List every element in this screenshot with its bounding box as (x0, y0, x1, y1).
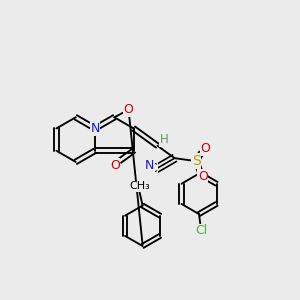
Text: N: N (90, 122, 100, 135)
Text: O: O (198, 170, 208, 183)
Text: C: C (148, 162, 157, 175)
Text: H: H (160, 133, 168, 146)
Text: N: N (145, 159, 154, 172)
Text: Cl: Cl (195, 224, 208, 238)
Text: N: N (90, 122, 100, 135)
Text: O: O (124, 103, 134, 116)
Text: O: O (200, 142, 210, 155)
Text: S: S (192, 154, 200, 168)
Text: O: O (110, 158, 120, 172)
Text: CH₃: CH₃ (129, 181, 150, 191)
